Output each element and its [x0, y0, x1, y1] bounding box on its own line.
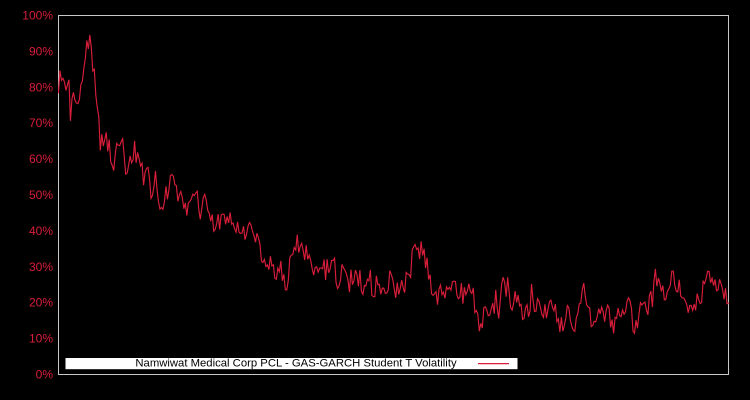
svg-text:20%: 20% [29, 296, 53, 310]
svg-text:100%: 100% [22, 9, 53, 23]
svg-text:50%: 50% [29, 188, 53, 202]
svg-text:0%: 0% [36, 368, 54, 382]
svg-text:10%: 10% [29, 332, 53, 346]
svg-text:90%: 90% [29, 44, 53, 58]
svg-text:30%: 30% [29, 260, 53, 274]
svg-text:40%: 40% [29, 224, 53, 238]
svg-text:80%: 80% [29, 80, 53, 94]
svg-text:Namwiwat Medical Corp PCL - GA: Namwiwat Medical Corp PCL - GAS-GARCH St… [135, 358, 457, 370]
svg-text:60%: 60% [29, 152, 53, 166]
svg-text:70%: 70% [29, 116, 53, 130]
